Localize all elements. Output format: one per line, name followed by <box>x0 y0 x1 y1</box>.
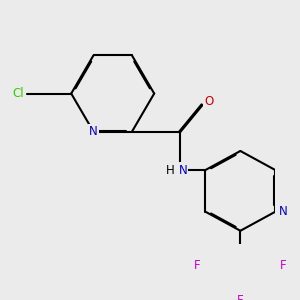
Text: N: N <box>279 205 288 218</box>
Text: F: F <box>237 295 244 300</box>
Text: F: F <box>280 260 287 272</box>
Text: Cl: Cl <box>13 87 24 100</box>
Text: O: O <box>205 95 214 108</box>
Text: F: F <box>194 260 201 272</box>
Text: H: H <box>166 164 175 177</box>
Text: N: N <box>178 164 187 177</box>
Text: N: N <box>89 125 98 138</box>
